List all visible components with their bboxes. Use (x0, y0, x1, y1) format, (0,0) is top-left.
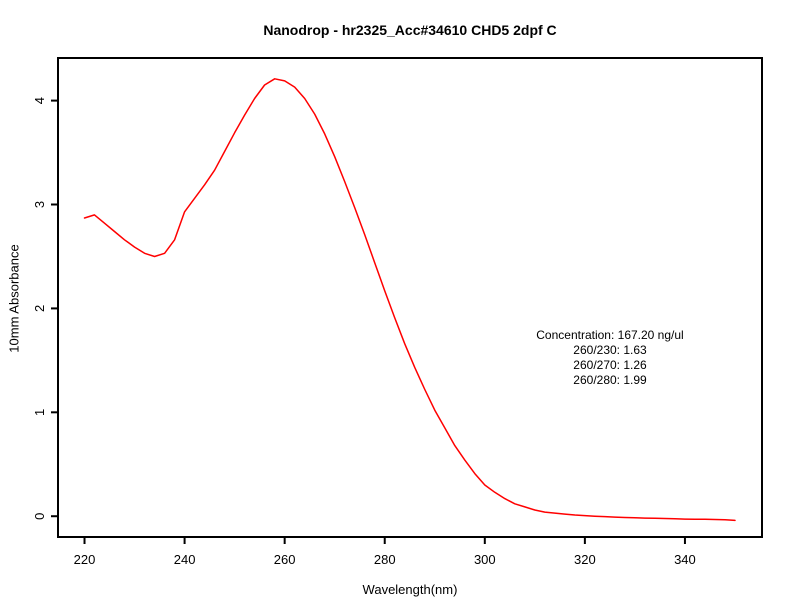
measurement-annotation: Concentration: 167.20 ng/ul 260/230: 1.6… (510, 328, 710, 388)
x-axis-title: Wavelength(nm) (362, 582, 458, 597)
ratio-260-270-text: 260/270: 1.26 (573, 358, 647, 372)
plot-box (57, 57, 763, 538)
ratio-260-230-text: 260/230: 1.63 (573, 343, 647, 357)
concentration-text: Concentration: 167.20 ng/ul (536, 328, 684, 342)
y-tick-label: 4 (32, 97, 47, 104)
x-tick-label: 280 (374, 552, 396, 567)
x-tick-label: 320 (574, 552, 596, 567)
x-tick-label: 240 (174, 552, 196, 567)
y-tick-label: 2 (32, 305, 47, 312)
x-tick-label: 300 (474, 552, 496, 567)
x-tick-label: 340 (674, 552, 696, 567)
y-tick-label: 1 (32, 409, 47, 416)
x-tick-label: 260 (274, 552, 296, 567)
y-tick-label: 0 (32, 513, 47, 520)
x-tick-label: 220 (74, 552, 96, 567)
ratio-260-280-text: 260/280: 1.99 (573, 373, 647, 387)
chart-title: Nanodrop - hr2325_Acc#34610 CHD5 2dpf C (263, 22, 557, 38)
y-axis-title: 10mm Absorbance (6, 244, 22, 353)
absorbance-curve (83, 78, 736, 522)
y-tick-label: 3 (32, 201, 47, 208)
